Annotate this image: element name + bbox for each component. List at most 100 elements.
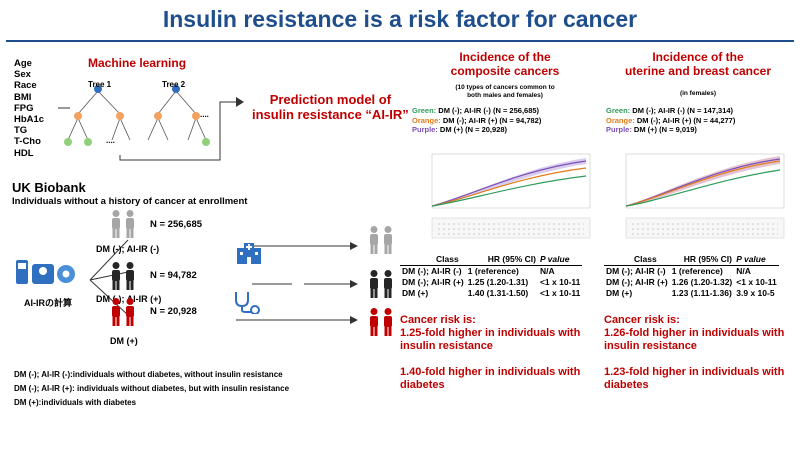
variable-item: Race	[14, 80, 37, 92]
risk-heading: Cancer risk is:	[604, 314, 680, 326]
variable-item: HbA1c	[14, 114, 45, 126]
person-icon-pair	[112, 210, 134, 238]
risk-table-strip	[625, 217, 785, 239]
legend-color-name: Purple:	[606, 125, 632, 134]
table-header: Class	[604, 254, 670, 266]
legend-color-name: Purple:	[412, 125, 438, 134]
page-title: Insulin resistance is a risk factor for …	[162, 6, 638, 32]
table-cell: 1.26 (1.20-1.32)	[671, 277, 733, 287]
variable-item: TG	[14, 125, 28, 137]
legend-entry: Orange: DM (-); AI-IR (+) (N = 44,277)	[606, 116, 735, 126]
group-2-count: N = 94,782	[150, 270, 197, 281]
title-divider	[6, 40, 794, 42]
person-icon-pair	[370, 226, 392, 254]
arrow-head	[350, 280, 358, 288]
table-header: Class	[400, 254, 466, 266]
legend-color-name: Orange:	[412, 115, 441, 125]
arrow-head	[350, 242, 358, 250]
table-cell: DM (+)	[606, 288, 633, 298]
table-cell: 3.9 x 10-5	[736, 288, 775, 298]
risk-line: 1.40-fold higher in individuals with	[400, 366, 581, 378]
risk-line: diabetes	[400, 379, 445, 391]
legend-text: DM (-); AI-IR (-) (N = 147,314)	[630, 106, 734, 115]
tree-1	[64, 85, 131, 146]
table-header: HR (95% CI)	[669, 254, 735, 266]
machine-learning-label: Machine learning	[88, 56, 187, 70]
female-hr-table: Class HR (95% CI) P value DM (-); AI-IR …	[604, 254, 779, 299]
purple-curve	[431, 160, 587, 207]
hospital-icon	[237, 243, 261, 264]
composite-note-line: (10 types of cancers common to	[455, 84, 555, 91]
decision-trees-diagram	[64, 85, 210, 146]
purple-band	[432, 158, 586, 207]
table-cell: 1 (reference)	[467, 266, 519, 276]
branch-line	[89, 271, 129, 281]
table-cell: N/A	[539, 266, 555, 276]
group-1-label: DM (-); AI-IR (-)	[96, 244, 160, 254]
composite-panel-title: Incidence of the composite cancers	[410, 50, 600, 78]
composite-incidence-plot	[431, 153, 591, 239]
composite-note-line: both males and females)	[467, 92, 543, 99]
definition-line: DM (-); AI-IR (-):individuals without di…	[14, 370, 283, 379]
definition-line: DM (-); AI-IR (+): individuals without d…	[14, 384, 290, 393]
table-cell: DM (-); AI-IR (-)	[402, 266, 462, 276]
group-branch-arrows	[89, 239, 358, 324]
female-incidence-plot	[625, 153, 785, 239]
ellipsis-label: ....	[106, 136, 115, 145]
female-risk-summary: Cancer risk is: 1.26-fold higher in indi…	[604, 314, 784, 392]
legend-text: DM (-); AI-IR (+) (N = 94,782)	[440, 115, 542, 125]
person-icon	[370, 226, 378, 254]
table-cell: <1 x 10-11	[539, 277, 581, 287]
table-cell: <1 x 10-11	[736, 277, 777, 287]
branch-line	[89, 239, 129, 281]
legend-color-name: Green:	[606, 106, 631, 115]
legend-color-name: Orange:	[606, 115, 635, 125]
person-icon	[112, 210, 120, 238]
legend-entry: Orange: DM (-); AI-IR (+) (N = 94,782)	[412, 116, 541, 126]
tree-2	[147, 85, 210, 146]
group-3-count: N = 20,928	[150, 306, 197, 317]
person-icon-pair	[370, 308, 392, 336]
prediction-model-line: insulin resistance “AI-IR”	[252, 107, 409, 122]
legend-entry: Purple: DM (+) (N = 9,019)	[606, 125, 735, 135]
legend-entry: Green: DM (-); AI-IR (-) (N = 256,685)	[412, 106, 541, 116]
person-icon	[126, 210, 134, 238]
table-header: P value	[734, 254, 779, 266]
table-cell: DM (-); AI-IR (+)	[606, 277, 668, 287]
variable-item: Sex	[14, 69, 31, 81]
person-icon-pair	[112, 262, 134, 290]
table-row: DM (-); AI-IR (-) 1 (reference) N/A	[400, 266, 582, 278]
ellipsis-label: ....	[200, 110, 209, 119]
person-icon	[126, 298, 134, 326]
variable-item: HDL	[14, 147, 34, 159]
scale-icon	[32, 264, 54, 284]
definition-line: DM (+):individuals with diabetes	[14, 398, 137, 407]
measurement-icons	[16, 260, 75, 284]
risk-line: insulin resistance	[400, 340, 493, 352]
uk-biobank-subtitle: Individuals without a history of cancer …	[12, 196, 248, 207]
variable-item: BMI	[14, 91, 32, 103]
table-row: DM (+) 1.23 (1.11-1.36) 3.9 x 10-5	[604, 288, 779, 299]
variable-item: T-Cho	[14, 136, 41, 148]
composite-risk-summary: Cancer risk is: 1.25-fold higher in indi…	[400, 314, 580, 392]
table-cell: <1 x 10-11	[539, 288, 581, 298]
female-legend: Green: DM (-); AI-IR (-) (N = 147,314) O…	[606, 106, 735, 135]
green-curve	[625, 169, 781, 207]
green-curve	[431, 175, 587, 207]
flow-connectors	[58, 97, 244, 161]
person-icon	[384, 226, 392, 254]
table-cell: DM (-); AI-IR (-)	[606, 266, 666, 276]
person-icon-pair	[112, 298, 134, 326]
table-row: DM (-); AI-IR (-) 1 (reference) N/A	[604, 266, 779, 278]
variable-item: FPG	[14, 102, 34, 114]
person-icon	[112, 262, 120, 290]
risk-line: 1.26-fold higher in individuals with	[604, 327, 785, 339]
prediction-model-label: Prediction model of insulin resistance “…	[252, 92, 409, 122]
group-definitions: DM (-); AI-IR (-):individuals without di…	[14, 368, 289, 410]
table-cell: 1.23 (1.11-1.36)	[671, 288, 732, 298]
tree-1-label: Tree 1	[88, 80, 112, 89]
legend-text: DM (+) (N = 20,928)	[437, 125, 508, 134]
female-panel-note: (in females)	[679, 90, 717, 97]
table-row: DM (+) 1.40 (1.31-1.50) <1 x 10-11	[400, 288, 582, 299]
branch-line	[89, 279, 129, 316]
